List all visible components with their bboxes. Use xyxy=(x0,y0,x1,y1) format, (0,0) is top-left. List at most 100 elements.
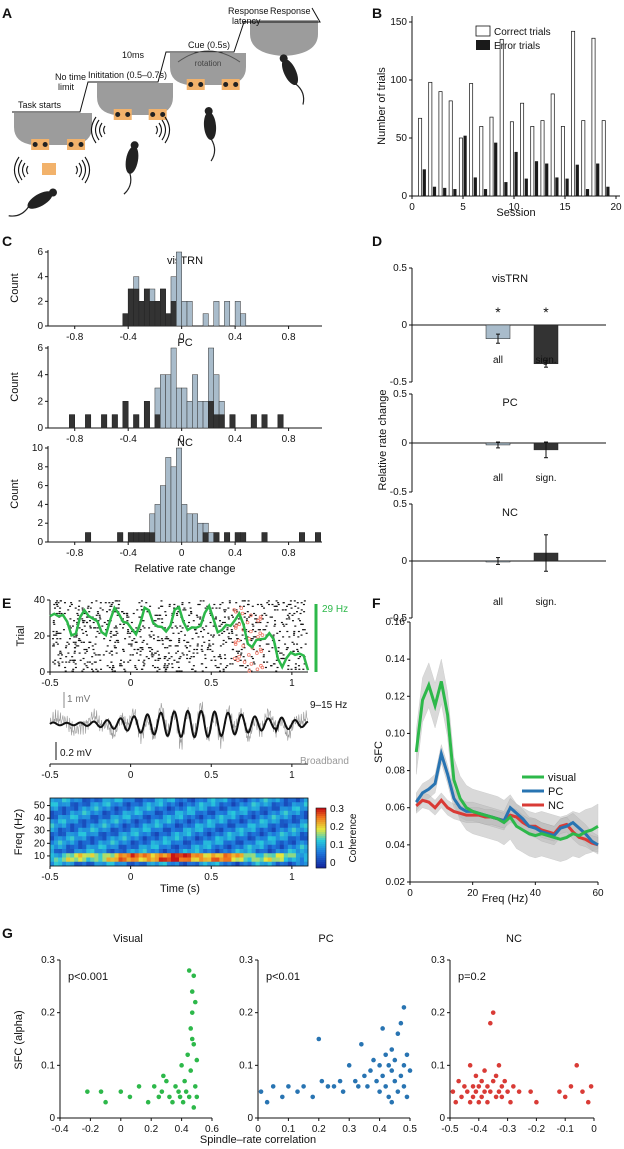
coherence-cell xyxy=(227,827,232,833)
coherence-cell xyxy=(174,802,180,807)
spike-mark xyxy=(195,632,198,634)
port-led xyxy=(78,142,84,147)
spike-mark xyxy=(260,603,263,606)
coherence-cell xyxy=(227,853,232,858)
scatter-point xyxy=(194,1094,200,1100)
colorbar-cell xyxy=(316,858,326,861)
coherence-cell xyxy=(247,840,252,846)
coherence-cell xyxy=(215,857,220,863)
scatter-point xyxy=(374,1078,379,1084)
coherence-cell xyxy=(78,810,83,816)
coherence-cell xyxy=(166,836,172,841)
coherence-cell xyxy=(227,849,232,854)
coherence-cell xyxy=(247,836,252,841)
coherence-cell xyxy=(283,832,289,837)
spike-mark xyxy=(266,661,269,663)
spike-mark xyxy=(219,625,222,627)
spike-mark xyxy=(223,609,226,611)
mouse-body xyxy=(27,191,53,209)
coherence-cell xyxy=(170,806,176,812)
x-tick-label: 0 xyxy=(407,888,413,899)
coherence-cell xyxy=(118,815,123,820)
y-tick-label: 0 xyxy=(401,556,407,567)
coherence-cell xyxy=(106,853,111,858)
spike-mark xyxy=(148,634,151,636)
spike-mark xyxy=(168,639,171,642)
coherence-cell xyxy=(138,844,144,850)
coherence-cell xyxy=(279,836,285,841)
coherence-cell xyxy=(239,832,244,837)
coherence-cell xyxy=(170,857,176,863)
spike-mark xyxy=(113,647,116,649)
coherence-cell xyxy=(259,815,264,820)
spike-mark xyxy=(74,643,77,645)
spike-mark xyxy=(74,607,77,609)
y-tick-label: 0.2 xyxy=(431,1008,445,1019)
coherence-cell xyxy=(70,861,75,867)
spike-mark xyxy=(250,656,253,658)
coherence-cell xyxy=(130,802,135,807)
coherence-cell xyxy=(98,798,103,803)
spike-mark xyxy=(124,670,127,672)
spike-mark xyxy=(157,654,160,656)
spike-mark xyxy=(188,650,191,652)
spike-mark xyxy=(156,639,159,642)
coherence-cell xyxy=(271,802,277,807)
spike-mark xyxy=(123,661,126,663)
coherence-cell xyxy=(82,815,87,820)
spike-mark xyxy=(267,643,270,645)
coherence-cell xyxy=(191,861,196,867)
spike-mark xyxy=(143,663,146,665)
scatter-point xyxy=(179,1063,184,1068)
spike-mark xyxy=(127,616,130,618)
spike-mark xyxy=(73,652,76,654)
port-led xyxy=(115,112,121,117)
coherence-cell xyxy=(295,861,301,867)
coherence-cell xyxy=(219,827,224,833)
spike-mark xyxy=(58,652,61,654)
y-tick-label: -0.5 xyxy=(390,613,408,624)
coherence-cell xyxy=(110,861,115,867)
spike-mark xyxy=(212,636,215,638)
hist-bar-significant xyxy=(101,414,108,429)
coherence-cell xyxy=(251,857,256,863)
coherence-cell xyxy=(142,844,148,850)
coherence-cell xyxy=(231,810,236,816)
spike-mark xyxy=(197,603,200,606)
coherence-cell xyxy=(150,861,156,867)
coherence-cell xyxy=(215,806,220,812)
x-tick-label: 0 xyxy=(179,548,185,559)
coherence-cell xyxy=(239,840,244,846)
coherence-cell xyxy=(70,832,75,837)
spike-mark xyxy=(275,605,278,607)
spike-mark xyxy=(165,614,168,616)
response-marker xyxy=(237,622,242,627)
coherence-cell xyxy=(283,836,289,841)
spike-mark xyxy=(54,602,57,604)
coherence-cell xyxy=(70,844,75,850)
coherence-cell xyxy=(255,853,260,858)
coherence-cell xyxy=(183,815,188,820)
spike-mark xyxy=(112,634,115,636)
coherence-cell xyxy=(158,810,164,816)
spike-mark xyxy=(242,605,245,607)
coherence-cell xyxy=(158,815,164,820)
spike-mark xyxy=(154,666,157,669)
coherence-cell xyxy=(62,840,67,846)
spike-mark xyxy=(108,652,111,654)
spike-mark xyxy=(57,654,60,656)
coherence-cell xyxy=(183,853,188,858)
bar-correct xyxy=(438,91,443,197)
coherence-cell xyxy=(259,827,264,833)
x-tick-label: -0.5 xyxy=(41,770,59,781)
coherence-cell xyxy=(62,819,67,824)
spike-mark xyxy=(265,643,268,645)
hist-bar-significant xyxy=(133,414,140,429)
coherence-cell xyxy=(170,815,176,820)
spike-mark xyxy=(156,666,159,669)
spike-mark xyxy=(207,632,210,634)
coherence-cell xyxy=(211,798,216,803)
spike-mark xyxy=(67,643,70,645)
coherence-cell xyxy=(243,836,248,841)
coherence-cell xyxy=(134,857,139,863)
